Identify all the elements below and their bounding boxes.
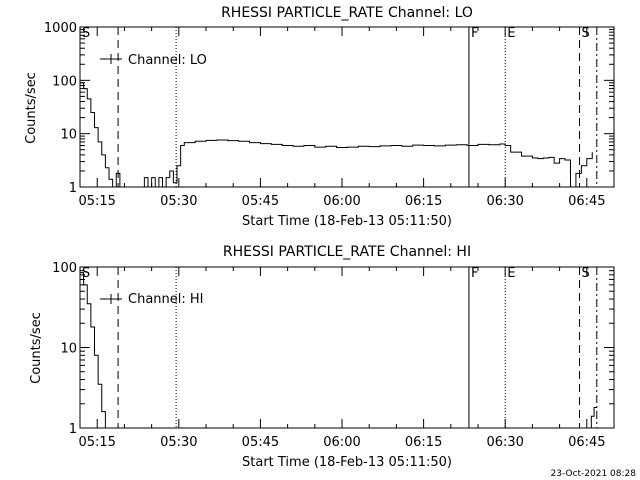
- hi-x-tick-label: 06:30: [486, 435, 523, 450]
- lo-x-axis-label: Start Time (18-Feb-13 05:11:50): [242, 214, 452, 229]
- lo-x-tick-label: 05:15: [78, 194, 115, 209]
- lo-channel-panel: RHESSI PARTICLE_RATE Channel: LO Start T…: [24, 5, 615, 229]
- hi-y-tick-label: 10: [60, 342, 77, 357]
- hi-series-line: [80, 272, 106, 428]
- lo-y-tick-label: 1: [69, 181, 77, 196]
- lo-marker-label: S: [82, 26, 90, 41]
- hi-marker-label: E: [507, 266, 515, 281]
- hi-marker-label: F: [471, 266, 478, 281]
- lo-x-tick-label: 06:00: [323, 194, 360, 209]
- hi-x-tick-label: 06:45: [568, 435, 605, 450]
- hi-series-line: [588, 406, 597, 428]
- lo-x-tick-label: 05:30: [160, 194, 197, 209]
- hi-x-tick-label: 06:00: [323, 435, 360, 450]
- lo-y-tick-label: 1000: [44, 21, 77, 36]
- lo-x-tick-label: 05:45: [242, 194, 279, 209]
- footer-timestamp: 23-Oct-2021 08:28: [551, 469, 637, 479]
- lo-marker-label: F: [471, 26, 478, 41]
- hi-y-axis-label: Counts/sec: [29, 312, 44, 384]
- lo-legend-label: Channel: LO: [128, 53, 207, 68]
- hi-legend-label: Channel: HI: [128, 292, 204, 307]
- lo-chart-title: RHESSI PARTICLE_RATE Channel: LO: [221, 5, 473, 21]
- hi-marker-label: S: [82, 266, 90, 281]
- lo-x-tick-label: 06:45: [568, 194, 605, 209]
- hi-x-tick-label: 06:15: [405, 435, 442, 450]
- hi-x-tick-label: 05:30: [160, 435, 197, 450]
- hi-x-tick-label: 05:15: [78, 435, 115, 450]
- lo-series-line: [140, 139, 593, 187]
- lo-y-axis-label: Counts/sec: [24, 72, 39, 144]
- hi-x-tick-label: 05:45: [242, 435, 279, 450]
- hi-y-tick-label: 1: [69, 422, 77, 437]
- hi-marker-label: S: [582, 266, 590, 281]
- lo-plot-frame: [79, 26, 615, 188]
- hi-chart-title: RHESSI PARTICLE_RATE Channel: HI: [223, 244, 471, 260]
- lo-x-tick-label: 06:30: [486, 194, 523, 209]
- lo-y-tick-label: 10: [60, 128, 77, 143]
- lo-x-tick-label: 06:15: [405, 194, 442, 209]
- lo-marker-label: E: [507, 26, 515, 41]
- hi-channel-panel: RHESSI PARTICLE_RATE Channel: HI Start T…: [29, 244, 615, 470]
- hi-y-tick-label: 100: [52, 261, 77, 276]
- lo-marker-label: S: [582, 26, 590, 41]
- lo-y-tick-label: 100: [52, 74, 77, 89]
- hi-x-axis-label: Start Time (18-Feb-13 05:11:50): [242, 455, 452, 470]
- lo-series-line: [80, 82, 121, 187]
